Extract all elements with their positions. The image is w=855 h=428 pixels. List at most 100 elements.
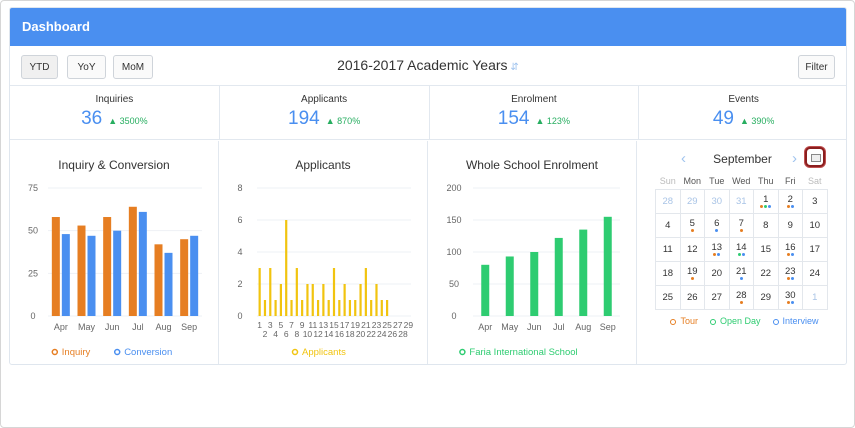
day-number: 11: [662, 243, 673, 255]
event-dot-interview: [790, 300, 794, 304]
calendar-view-button[interactable]: [805, 147, 825, 167]
day-number: 8: [763, 219, 769, 231]
calendar-day[interactable]: 18: [655, 260, 681, 286]
mom-button[interactable]: MoM: [113, 55, 153, 79]
bar-faria-international-school: [481, 264, 490, 316]
x-tick-label: Jul: [553, 322, 565, 332]
bar-applicants: [269, 268, 272, 316]
day-number: 30: [711, 195, 723, 207]
yoy-button[interactable]: YoY: [67, 55, 106, 79]
day-number: 24: [809, 267, 821, 279]
event-dot-tour: [739, 300, 743, 304]
bar-applicants: [338, 300, 341, 316]
x-tick-label: Jul: [132, 322, 144, 332]
calendar-day[interactable]: 4: [655, 212, 681, 238]
calendar-day[interactable]: 12: [679, 236, 705, 262]
bar-applicants: [279, 284, 282, 316]
x-tick-label: 13: [319, 320, 329, 330]
event-dots: [730, 300, 754, 305]
y-tick-label: 75: [28, 183, 38, 193]
bar-applicants: [295, 268, 298, 316]
stat-delta: ▲ 870%: [326, 116, 360, 126]
event-dots: [730, 252, 754, 257]
bar-applicants: [386, 300, 389, 316]
calendar-week-row: 25 26 27 28 29 30 1: [655, 284, 828, 310]
dashboard-panel: Dashboard YTD YoY MoM 2016-2017 Academic…: [9, 7, 847, 365]
calendar-day[interactable]: 2: [777, 188, 803, 214]
legend-item-interview: Interview: [769, 316, 819, 326]
legend-label: Applicants: [302, 347, 346, 358]
calendar-day[interactable]: 30: [704, 188, 730, 214]
y-tick-label: 0: [237, 311, 242, 321]
chevron-right-icon[interactable]: ›: [792, 150, 797, 167]
calendar-day[interactable]: 22: [753, 260, 779, 286]
event-dots: [730, 276, 754, 281]
calendar-day[interactable]: 28: [728, 284, 754, 310]
chevron-left-icon[interactable]: ‹: [681, 150, 686, 167]
calendar-day[interactable]: 1: [753, 188, 779, 214]
event-dot-tour: [786, 252, 790, 256]
up-triangle-icon: ▲: [535, 116, 545, 126]
filter-button[interactable]: Filter: [798, 55, 835, 79]
calendar-day[interactable]: 21: [728, 260, 754, 286]
calendar-day[interactable]: 29: [679, 188, 705, 214]
calendar-day[interactable]: 28: [655, 188, 681, 214]
calendar-day[interactable]: 13: [704, 236, 730, 262]
calendar-day[interactable]: 30: [777, 284, 803, 310]
weekday-label: Sun: [659, 176, 676, 187]
bar-applicants: [332, 268, 336, 316]
bar-conversion: [87, 235, 96, 316]
calendar-day[interactable]: 5: [679, 212, 705, 238]
calendar-day[interactable]: 8: [753, 212, 779, 238]
x-tick-label: 20: [356, 329, 366, 339]
calendar-day[interactable]: 24: [802, 260, 828, 286]
calendar-day[interactable]: 1: [802, 284, 828, 310]
calendar-day[interactable]: 11: [655, 236, 681, 262]
day-number: 12: [686, 243, 698, 255]
calendar-day[interactable]: 16: [777, 236, 803, 262]
day-number: 29: [760, 291, 772, 303]
x-tick-label: May: [501, 322, 519, 332]
ytd-button[interactable]: YTD: [21, 55, 58, 79]
calendar-day[interactable]: 6: [704, 212, 730, 238]
calendar-day[interactable]: 23: [777, 260, 803, 286]
calendar-day[interactable]: 7: [728, 212, 754, 238]
y-tick-label: 100: [446, 247, 461, 257]
legend-label: Conversion: [124, 347, 172, 358]
event-dot-tour: [739, 228, 743, 232]
day-number: 2: [787, 193, 793, 205]
calendar-day[interactable]: 29: [753, 284, 779, 310]
applicants-chart: Applicants 0 2 4 6 8 1 3 5 7 9 11 13 15 17 19 21 23 25 27 29…: [219, 141, 428, 364]
y-tick-label: 4: [237, 247, 242, 257]
x-tick-label: 10: [303, 329, 313, 339]
calendar-day[interactable]: 17: [802, 236, 828, 262]
calendar-day[interactable]: 15: [753, 236, 779, 262]
calendar-day[interactable]: 20: [704, 260, 730, 286]
calendar-day[interactable]: 25: [655, 284, 681, 310]
stat-delta-value: 123%: [546, 116, 570, 126]
legend-item-openday: Open Day: [706, 316, 761, 326]
chart-title: Applicants: [295, 158, 350, 172]
x-tick-label: 21: [361, 320, 371, 330]
bar-conversion: [61, 234, 70, 316]
calendar-day[interactable]: 19: [679, 260, 705, 286]
up-triangle-icon: ▲: [108, 116, 118, 126]
day-number: 1: [812, 291, 818, 303]
calendar-day[interactable]: 27: [704, 284, 730, 310]
bar-applicants: [274, 300, 277, 316]
x-tick-label: May: [78, 322, 96, 332]
academic-year-selector[interactable]: 2016-2017 Academic Years ⇵: [10, 57, 846, 73]
chart-title: Whole School Enrolment: [466, 158, 599, 172]
calendar-day[interactable]: 10: [802, 212, 828, 238]
day-number: 7: [738, 217, 744, 229]
calendar-day[interactable]: 3: [802, 188, 828, 214]
day-number: 14: [735, 241, 747, 253]
calendar-day[interactable]: 26: [679, 284, 705, 310]
day-number: 9: [787, 219, 793, 231]
x-tick-label: 12: [313, 329, 323, 339]
calendar-day[interactable]: 31: [728, 188, 754, 214]
calendar-day[interactable]: 14: [728, 236, 754, 262]
bar-applicants: [359, 284, 362, 316]
calendar-day[interactable]: 9: [777, 212, 803, 238]
x-tick-label: Apr: [478, 322, 492, 332]
